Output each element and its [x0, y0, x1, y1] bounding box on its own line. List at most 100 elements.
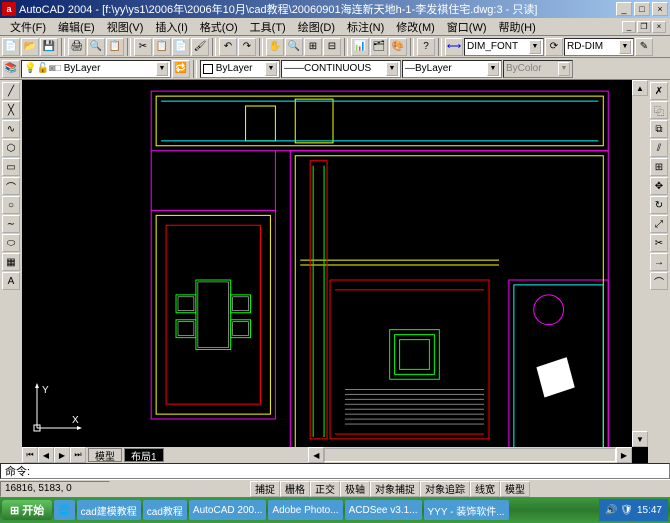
- task-3[interactable]: AutoCAD 200...: [189, 500, 266, 520]
- lwt-toggle[interactable]: 线宽: [470, 481, 500, 497]
- publish-icon[interactable]: 📋: [106, 38, 124, 56]
- lineweight-combo[interactable]: — ByLayer▼: [402, 60, 502, 78]
- trim-icon[interactable]: ✂: [650, 234, 668, 252]
- command-line[interactable]: 命令:: [0, 463, 670, 479]
- model-toggle[interactable]: 模型: [500, 481, 530, 497]
- scroll-left-icon[interactable]: ◀: [308, 447, 324, 463]
- task-1[interactable]: cad建模教程: [77, 500, 141, 520]
- redo-icon[interactable]: ↷: [238, 38, 256, 56]
- vertical-scrollbar[interactable]: ▲ ▼: [632, 80, 648, 447]
- coordinates[interactable]: 16816, 5183, 0: [0, 481, 110, 497]
- drawing-canvas[interactable]: Y X ▲ ▼ ⏮ ◀ ▶ ⏭ 模型 布局1 ◀ ▶: [22, 80, 648, 463]
- zoom-prev-icon[interactable]: ⊟: [323, 38, 341, 56]
- menu-dim[interactable]: 标注(N): [341, 19, 390, 35]
- dimstyle-combo[interactable]: DIM_FONT▼: [464, 38, 544, 56]
- text-icon[interactable]: A: [2, 272, 20, 290]
- task-6[interactable]: YYY - 装饰软件...: [424, 500, 509, 520]
- erase-icon[interactable]: ✗: [650, 82, 668, 100]
- tab-first-icon[interactable]: ⏮: [22, 447, 38, 463]
- start-button[interactable]: ⊞ 开始: [2, 500, 52, 520]
- close-button[interactable]: ×: [652, 2, 668, 16]
- rect-icon[interactable]: ▭: [2, 158, 20, 176]
- pline-icon[interactable]: ∿: [2, 120, 20, 138]
- system-tray[interactable]: 🔊 🛡 15:47: [599, 499, 668, 521]
- minimize-button[interactable]: _: [616, 2, 632, 16]
- undo-icon[interactable]: ↶: [219, 38, 237, 56]
- grid-toggle[interactable]: 栅格: [280, 481, 310, 497]
- print-icon[interactable]: 🖨: [68, 38, 86, 56]
- cut-icon[interactable]: ✂: [134, 38, 152, 56]
- dim-icon[interactable]: ⟷: [445, 38, 463, 56]
- preview-icon[interactable]: 🔍: [87, 38, 105, 56]
- toolpal-icon[interactable]: 🎨: [389, 38, 407, 56]
- layer-combo[interactable]: 💡🔓◙□ ByLayer▼: [21, 60, 171, 78]
- scroll-up-icon[interactable]: ▲: [632, 80, 648, 96]
- mdi-close[interactable]: ×: [652, 21, 666, 33]
- save-icon[interactable]: 💾: [40, 38, 58, 56]
- tab-prev-icon[interactable]: ◀: [38, 447, 54, 463]
- layer-prev-icon[interactable]: 🔁: [172, 60, 190, 78]
- quicklaunch[interactable]: 🌐: [54, 500, 74, 520]
- move-icon[interactable]: ✥: [650, 177, 668, 195]
- menu-format[interactable]: 格式(O): [194, 19, 244, 35]
- pan-icon[interactable]: ✋: [266, 38, 284, 56]
- circle-icon[interactable]: ○: [2, 196, 20, 214]
- menu-file[interactable]: 文件(F): [4, 19, 52, 35]
- osnap-toggle[interactable]: 对象捕捉: [370, 481, 420, 497]
- spline-icon[interactable]: ∼: [2, 215, 20, 233]
- tab-model[interactable]: 模型: [88, 448, 122, 462]
- task-5[interactable]: ACDSee v3.1...: [345, 500, 422, 520]
- mdi-restore[interactable]: ❐: [637, 21, 651, 33]
- color-combo[interactable]: ByLayer▼: [200, 60, 280, 78]
- menu-view[interactable]: 视图(V): [101, 19, 150, 35]
- dcenter-icon[interactable]: 🗂: [370, 38, 388, 56]
- menu-modify[interactable]: 修改(M): [390, 19, 441, 35]
- mirror-icon[interactable]: ⧉: [650, 120, 668, 138]
- otrack-toggle[interactable]: 对象追踪: [420, 481, 470, 497]
- help-icon[interactable]: ?: [417, 38, 435, 56]
- polygon-icon[interactable]: ⬡: [2, 139, 20, 157]
- hatch-icon[interactable]: ▦: [2, 253, 20, 271]
- line-icon[interactable]: ╱: [2, 82, 20, 100]
- offset-icon[interactable]: ⫽: [650, 139, 668, 157]
- menu-edit[interactable]: 编辑(E): [52, 19, 101, 35]
- tab-last-icon[interactable]: ⏭: [70, 447, 86, 463]
- maximize-button[interactable]: □: [634, 2, 650, 16]
- zoom-win-icon[interactable]: ⊞: [304, 38, 322, 56]
- polar-toggle[interactable]: 极轴: [340, 481, 370, 497]
- scroll-right-icon[interactable]: ▶: [616, 447, 632, 463]
- fillet-icon[interactable]: ⌒: [650, 272, 668, 290]
- dimstyle2-combo[interactable]: RD-DIM▼: [564, 38, 634, 56]
- extend-icon[interactable]: →: [650, 253, 668, 271]
- menu-draw[interactable]: 绘图(D): [292, 19, 341, 35]
- horizontal-scrollbar[interactable]: ⏮ ◀ ▶ ⏭ 模型 布局1 ◀ ▶: [22, 447, 632, 463]
- properties-icon[interactable]: 📊: [351, 38, 369, 56]
- match-icon[interactable]: 🖌: [191, 38, 209, 56]
- copy-obj-icon[interactable]: ⿻: [650, 101, 668, 119]
- tab-layout1[interactable]: 布局1: [124, 448, 164, 462]
- tab-next-icon[interactable]: ▶: [54, 447, 70, 463]
- ellipse-icon[interactable]: ⬭: [2, 234, 20, 252]
- ortho-toggle[interactable]: 正交: [310, 481, 340, 497]
- plotstyle-combo[interactable]: ByColor▼: [503, 60, 573, 78]
- task-4[interactable]: Adobe Photo...: [268, 500, 342, 520]
- paste-icon[interactable]: 📄: [172, 38, 190, 56]
- menu-window[interactable]: 窗口(W): [441, 19, 493, 35]
- menu-tools[interactable]: 工具(T): [244, 19, 292, 35]
- menu-help[interactable]: 帮助(H): [493, 19, 542, 35]
- scale-icon[interactable]: ⤢: [650, 215, 668, 233]
- new-icon[interactable]: 📄: [2, 38, 20, 56]
- mdi-minimize[interactable]: _: [622, 21, 636, 33]
- scroll-down-icon[interactable]: ▼: [632, 431, 648, 447]
- linetype-combo[interactable]: —— CONTINUOUS▼: [281, 60, 401, 78]
- dim-edit-icon[interactable]: ✎: [635, 38, 653, 56]
- copy-icon[interactable]: 📋: [153, 38, 171, 56]
- arc-icon[interactable]: ⌒: [2, 177, 20, 195]
- menu-insert[interactable]: 插入(I): [149, 19, 193, 35]
- task-2[interactable]: cad教程: [143, 500, 187, 520]
- zoom-rt-icon[interactable]: 🔍: [285, 38, 303, 56]
- layer-mgr-icon[interactable]: 📚: [2, 60, 20, 78]
- rotate-icon[interactable]: ↻: [650, 196, 668, 214]
- xline-icon[interactable]: ╳: [2, 101, 20, 119]
- dim-update-icon[interactable]: ⟳: [545, 38, 563, 56]
